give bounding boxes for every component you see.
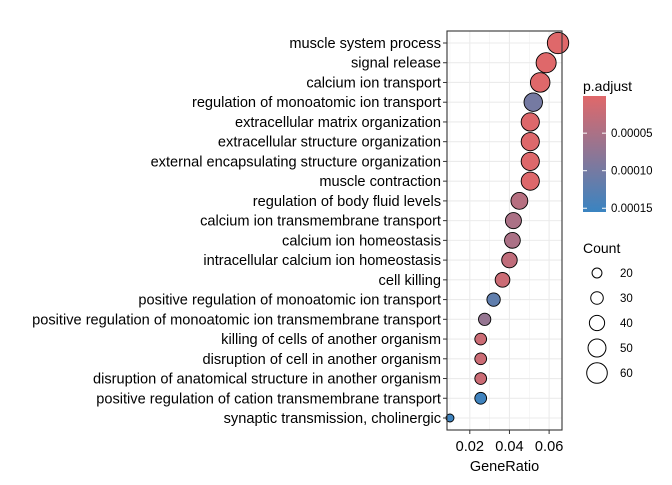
y-tick-label: extracellular structure organization — [218, 135, 441, 151]
data-point — [546, 31, 570, 55]
y-tick-label: muscle system process — [289, 36, 441, 52]
x-axis-title: GeneRatio — [470, 459, 539, 475]
size-legend-title: Count — [583, 240, 620, 256]
y-tick-label: muscle contraction — [319, 174, 441, 190]
data-point — [486, 292, 501, 307]
y-tick-label: disruption of cell in another organism — [203, 352, 442, 368]
size-legend-circle — [591, 267, 603, 279]
size-legend-circle — [590, 291, 604, 305]
size-legend: Count 20 30 40 50 60 — [583, 240, 633, 384]
size-legend-label: 20 — [620, 268, 633, 280]
color-tick-label: 0.00005 — [611, 128, 653, 140]
y-tick-label: calcium ion homeostasis — [282, 233, 441, 249]
data-point — [474, 391, 488, 405]
y-tick-label: positive regulation of monoatomic ion tr… — [32, 312, 441, 328]
y-tick-label: synaptic transmission, cholinergic — [224, 411, 441, 427]
y-tick-label: killing of cells of another organism — [221, 332, 441, 348]
y-axis-labels: muscle system process signal release calci… — [32, 36, 447, 427]
y-tick-label: regulation of monoatomic ion transport — [192, 95, 441, 111]
panel-background — [447, 31, 562, 430]
y-tick-label: calcium ion transmembrane transport — [200, 214, 441, 230]
data-point — [520, 112, 540, 132]
data-point — [510, 192, 529, 210]
size-legend-label: 50 — [620, 343, 633, 355]
size-legend-circle — [587, 338, 607, 358]
data-point — [474, 372, 488, 385]
data-point — [520, 132, 540, 152]
panel-border — [446, 30, 563, 431]
color-legend-ticks: 0.00005 0.00010 0.00015 — [583, 128, 653, 215]
size-legend-circle — [588, 314, 606, 332]
data-point — [520, 171, 540, 191]
data-point — [520, 151, 540, 171]
y-tick-label: intracellular calcium ion homeostasis — [203, 253, 441, 269]
data-point — [535, 52, 557, 74]
color-legend-title: p.adjust — [583, 78, 632, 94]
size-legend-label: 60 — [620, 368, 633, 380]
size-legend-items: 20 30 40 50 60 — [586, 267, 633, 384]
data-points — [445, 31, 570, 423]
data-point — [501, 251, 518, 269]
data-point — [529, 72, 551, 93]
data-point — [478, 312, 492, 326]
y-tick-label: signal release — [351, 56, 441, 72]
y-tick-label: external encapsulating structure organiz… — [151, 154, 441, 170]
grid-lines — [447, 31, 562, 430]
x-tick-label: 0.04 — [495, 439, 523, 455]
y-tick-label: positive regulation of cation transmembr… — [96, 391, 441, 407]
data-point — [504, 212, 522, 230]
y-tick-label: cell killing — [379, 273, 441, 289]
data-point — [523, 92, 543, 112]
y-tick-label: positive regulation of monoatomic ion tr… — [138, 293, 441, 309]
x-tick-label: 0.06 — [535, 439, 563, 455]
data-point — [494, 272, 511, 288]
y-tick-label: extracellular matrix organization — [235, 115, 441, 131]
color-legend: p.adjust 0.00005 0.00010 0.00015 — [583, 78, 653, 215]
data-point — [504, 232, 521, 249]
data-point — [474, 352, 488, 366]
x-axis: 0.02 0.04 0.06 — [456, 430, 563, 455]
size-legend-label: 30 — [620, 293, 633, 305]
color-tick-label: 0.00010 — [611, 166, 653, 178]
size-legend-circle — [586, 362, 608, 384]
color-scale-bar — [583, 96, 606, 212]
size-legend-label: 40 — [620, 318, 633, 330]
y-tick-label: calcium ion transport — [306, 75, 441, 91]
x-tick-label: 0.02 — [456, 439, 484, 455]
y-tick-label: regulation of body fluid levels — [253, 194, 441, 210]
y-tick-label: disruption of anatomical structure in an… — [93, 372, 441, 388]
data-point — [474, 332, 488, 346]
color-tick-label: 0.00015 — [611, 203, 653, 215]
